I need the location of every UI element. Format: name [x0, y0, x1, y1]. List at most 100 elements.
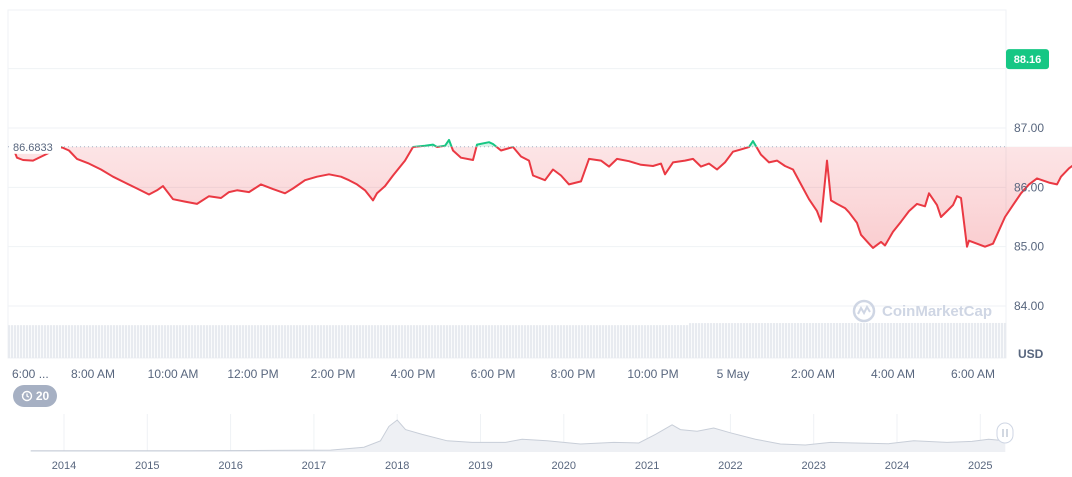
volume-bar	[758, 323, 761, 358]
volume-bar	[875, 322, 878, 358]
volume-bar	[986, 322, 989, 358]
volume-bar	[644, 325, 647, 358]
volume-bar	[728, 323, 731, 358]
navigator-year-label: 2016	[218, 460, 242, 472]
volume-bar	[89, 325, 92, 358]
volume-bar	[932, 322, 935, 358]
volume-bar	[722, 323, 725, 358]
volume-bar	[56, 325, 59, 358]
navigator-year-label: 2017	[302, 460, 326, 472]
volume-bar	[494, 325, 497, 358]
volume-bar	[77, 325, 80, 358]
volume-bar	[140, 325, 143, 358]
volume-bar	[65, 325, 68, 358]
volume-bar	[386, 325, 389, 358]
volume-bar	[311, 325, 314, 358]
volume-bar	[716, 323, 719, 358]
volume-bar	[440, 325, 443, 358]
volume-bar	[371, 325, 374, 358]
volume-bar	[848, 323, 851, 358]
volume-bar	[554, 325, 557, 358]
volume-bar	[224, 325, 227, 358]
volume-bar	[152, 325, 155, 358]
x-tick-label: 8:00 AM	[71, 367, 115, 381]
volume-bar	[905, 322, 908, 358]
x-tick-label: 6:00 PM	[471, 367, 516, 381]
volume-bar	[647, 325, 650, 358]
volume-bar	[530, 325, 533, 358]
price-line-down	[12, 146, 1072, 249]
volume-bar	[893, 322, 896, 358]
volume-bar	[566, 325, 569, 358]
volume-bar	[935, 322, 938, 358]
volume-bar	[665, 325, 668, 358]
volume-bar	[791, 323, 794, 358]
volume-bar	[764, 323, 767, 358]
volume-bar	[815, 323, 818, 358]
volume-bar	[497, 325, 500, 358]
volume-bar	[374, 325, 377, 358]
volume-bar	[26, 325, 29, 358]
volume-bar	[686, 325, 689, 358]
volume-bar	[164, 325, 167, 358]
volume-bar	[218, 325, 221, 358]
volume-bar	[536, 325, 539, 358]
volume-bar	[212, 325, 215, 358]
volume-bar	[368, 325, 371, 358]
x-tick-label: 2:00 PM	[311, 367, 356, 381]
volume-bar	[428, 325, 431, 358]
volume-bar	[482, 325, 485, 358]
volume-bar	[98, 325, 101, 358]
volume-bar	[998, 322, 1001, 358]
volume-bar	[617, 325, 620, 358]
volume-bar	[356, 325, 359, 358]
volume-bar	[650, 325, 653, 358]
volume-bar	[548, 325, 551, 358]
volume-bar	[470, 325, 473, 358]
zoom-reset-button[interactable]: 20	[13, 385, 57, 407]
volume-bar	[785, 323, 788, 358]
volume-bar	[677, 325, 680, 358]
volume-bar	[599, 325, 602, 358]
volume-bar	[695, 323, 698, 358]
watermark: CoinMarketCap	[852, 299, 992, 323]
volume-bar	[134, 325, 137, 358]
volume-bar	[443, 325, 446, 358]
volume-bar	[137, 325, 140, 358]
volume-bar	[860, 323, 863, 358]
volume-bar	[620, 325, 623, 358]
volume-bar	[833, 323, 836, 358]
volume-bar	[515, 325, 518, 358]
volume-bar	[233, 325, 236, 358]
price-line[interactable]	[12, 48, 1072, 249]
volume-bar	[863, 323, 866, 358]
navigator[interactable]: 2014 2015 2016 2017 2018 2019 2020 2021 2022 2023…	[8, 412, 1014, 472]
x-tick-label: 4:00 AM	[871, 367, 915, 381]
volume-bar	[593, 325, 596, 358]
volume-bar	[455, 325, 458, 358]
volume-bar	[53, 325, 56, 358]
volume-bar	[230, 325, 233, 358]
volume-bar	[410, 325, 413, 358]
volume-bar	[173, 325, 176, 358]
navigator-year-label: 2024	[885, 460, 909, 472]
volume-bar	[206, 325, 209, 358]
x-tick-label: 10:00 AM	[148, 367, 199, 381]
volume-bar	[557, 325, 560, 358]
volume-bar	[683, 325, 686, 358]
volume-bar	[404, 325, 407, 358]
navigator-handle[interactable]	[996, 422, 1014, 444]
volume-bar	[581, 325, 584, 358]
volume-bar	[518, 325, 521, 358]
volume-bar	[266, 325, 269, 358]
volume-bar	[1004, 322, 1007, 358]
baseline-value: 86.6833	[13, 142, 53, 154]
volume-bar	[713, 323, 716, 358]
volume-bar	[623, 325, 626, 358]
volume-bar	[38, 325, 41, 358]
volume-bar	[953, 322, 956, 358]
volume-bar	[587, 325, 590, 358]
volume-bar	[941, 322, 944, 358]
volume-bar	[923, 322, 926, 358]
